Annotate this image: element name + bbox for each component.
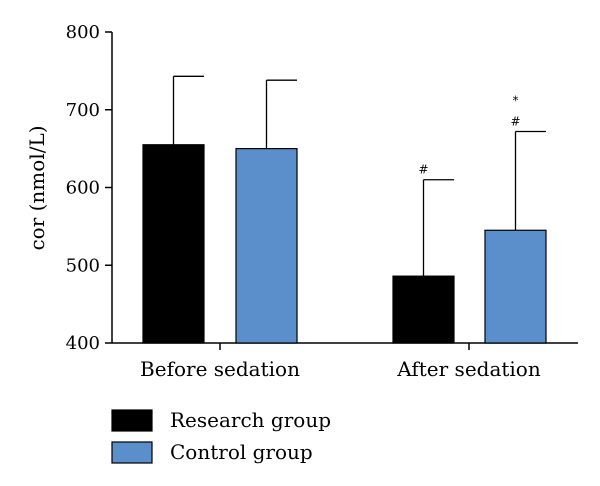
annotations: # # *	[418, 94, 520, 177]
legend-swatch	[111, 409, 153, 432]
legend-swatch	[111, 441, 153, 464]
y-tick-label: 400	[66, 333, 100, 354]
legend-label: Control group	[170, 440, 313, 464]
y-tick-label: 700	[66, 100, 100, 121]
y-tick-label: 500	[66, 255, 100, 276]
x-axis: Before sedation After sedation	[112, 342, 578, 381]
significance-mark: *	[513, 94, 519, 108]
significance-mark: #	[510, 115, 520, 129]
legend: Research group Control group	[111, 408, 331, 464]
y-axis-label: cor (nmol/L)	[25, 125, 49, 250]
bar	[142, 144, 205, 344]
bars	[142, 75, 547, 344]
bar	[235, 148, 298, 344]
x-tick-label: After sedation	[396, 357, 541, 381]
bar	[392, 275, 455, 344]
bar	[484, 229, 547, 344]
x-tick-label: Before sedation	[140, 357, 300, 381]
y-tick-label: 800	[66, 22, 100, 43]
significance-mark: #	[418, 163, 428, 177]
legend-label: Research group	[170, 408, 331, 432]
y-axis: 400 500 600 700 800	[66, 22, 113, 354]
y-tick-label: 600	[66, 178, 100, 199]
